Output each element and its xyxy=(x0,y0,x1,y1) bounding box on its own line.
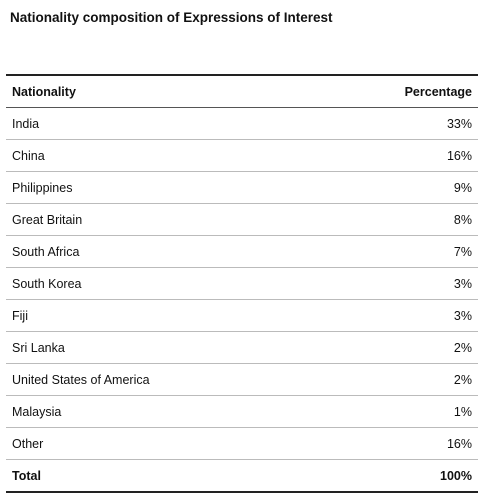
label-cell: Sri Lanka xyxy=(6,331,315,364)
label-cell: United States of America xyxy=(6,363,315,396)
value-cell: 33% xyxy=(314,107,478,140)
table-row: Malaysia 1% xyxy=(6,395,478,428)
table: Nationality Percentage India 33% China 16% P… xyxy=(6,74,478,493)
label-cell: India xyxy=(6,107,315,140)
value-cell: 2% xyxy=(314,363,478,396)
table-row: Philippines 9% xyxy=(6,171,478,204)
label-cell: Total xyxy=(6,459,315,493)
table-row: South Africa 7% xyxy=(6,235,478,268)
table-row: Other 16% xyxy=(6,427,478,460)
value-cell: 8% xyxy=(314,203,478,236)
header-row: Nationality Percentage xyxy=(6,74,478,108)
label-cell: South Africa xyxy=(6,235,315,268)
label-cell: Great Britain xyxy=(6,203,315,236)
table-row: South Korea 3% xyxy=(6,267,478,300)
table-row: Fiji 3% xyxy=(6,299,478,332)
label-cell: Malaysia xyxy=(6,395,315,428)
table-row: China 16% xyxy=(6,139,478,172)
header-cell: Percentage xyxy=(314,74,478,108)
value-cell: 3% xyxy=(314,267,478,300)
value-cell: 16% xyxy=(314,139,478,172)
table-row: United States of America 2% xyxy=(6,363,478,396)
table-row: Great Britain 8% xyxy=(6,203,478,236)
label-cell: China xyxy=(6,139,315,172)
value-cell: 16% xyxy=(314,427,478,460)
label-cell: Fiji xyxy=(6,299,315,332)
value-cell: 9% xyxy=(314,171,478,204)
value-cell: 1% xyxy=(314,395,478,428)
value-cell: 3% xyxy=(314,299,478,332)
table-body: Nationality Percentage India 33% China 16% P… xyxy=(6,74,478,493)
label-cell: Other xyxy=(6,427,315,460)
label-cell: Philippines xyxy=(6,171,315,204)
table-row: India 33% xyxy=(6,107,478,140)
total-row: Total 100% xyxy=(6,459,478,493)
label-cell: South Korea xyxy=(6,267,315,300)
value-cell: 100% xyxy=(314,459,478,493)
value-cell: 2% xyxy=(314,331,478,364)
title: Nationality composition of Expressions o… xyxy=(10,10,333,25)
table-row: Sri Lanka 2% xyxy=(6,331,478,364)
value-cell: 7% xyxy=(314,235,478,268)
header-cell: Nationality xyxy=(6,74,315,108)
